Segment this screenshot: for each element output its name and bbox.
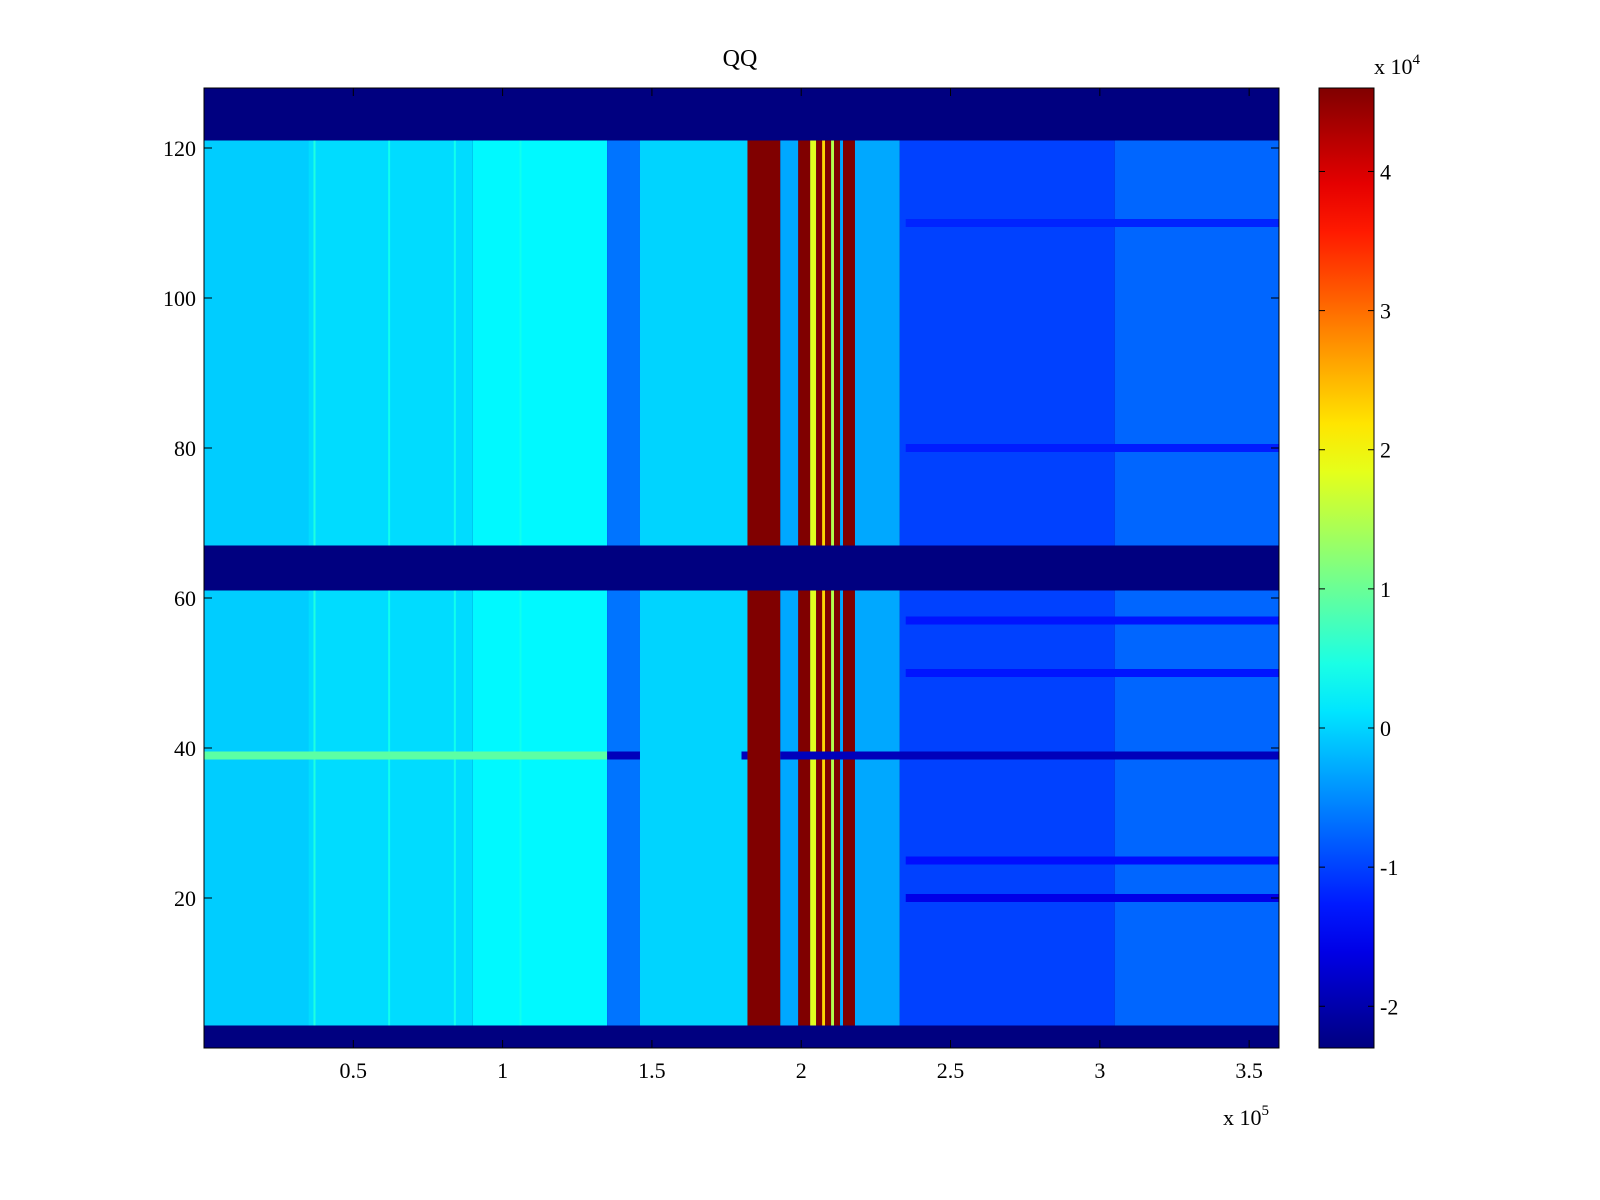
y-tick-label: 80 [174, 436, 196, 461]
colorbar-tick-label: 2 [1380, 438, 1391, 463]
heatmap-cell [899, 140, 1115, 546]
colorbar-multiplier-base: x 10 [1374, 54, 1413, 79]
heatmap-cell [747, 590, 781, 1026]
heatmap-cell [834, 140, 841, 546]
heatmap-cell [308, 590, 473, 1026]
y-tick-label: 40 [174, 736, 196, 761]
y-tick-label: 120 [163, 136, 196, 161]
heatmap-row-streak [741, 751, 748, 760]
heatmap-row-streak [607, 751, 640, 760]
heatmap-row-streak [780, 751, 1279, 760]
plot-area [203, 87, 1280, 1049]
heatmap-cell [204, 590, 309, 1026]
heatmap-row-streak [905, 444, 1279, 452]
heatmap-cell [831, 140, 835, 546]
colorbar-tick-label: -2 [1380, 994, 1398, 1019]
heatmap-column-line [519, 140, 522, 546]
colorbar-ticks: -2 -1 0 1 2 3 4 [1319, 159, 1398, 1019]
heatmap-cell [472, 140, 608, 546]
heatmap-cell [798, 140, 811, 546]
x-axis-multiplier-exponent: 5 [1262, 1103, 1270, 1119]
heatmap-cell [780, 140, 799, 546]
y-tick-label: 100 [163, 286, 196, 311]
y-axis: 20 40 60 80 100 120 [163, 136, 1279, 911]
heatmap-cell [854, 140, 900, 546]
heatmap-cell [843, 590, 855, 1026]
heatmap-cell [607, 140, 640, 546]
heatmap-cell [816, 590, 823, 1026]
heatmap-cell [639, 140, 748, 546]
heatmap-row-streak [905, 219, 1279, 227]
x-tick-label: 1 [497, 1058, 508, 1083]
heatmap-cell [843, 140, 855, 546]
heatmap-row-streak [905, 616, 1279, 625]
heatmap-cell [780, 590, 799, 1026]
x-axis-multiplier-base: x 10 [1223, 1105, 1262, 1130]
colorbar-tick-label: 4 [1380, 159, 1391, 184]
chart-title: QQ [723, 46, 758, 72]
heatmap-cell [834, 590, 841, 1026]
heatmap-cell [639, 590, 748, 1026]
heatmap-cell [308, 140, 473, 546]
heatmap-cell [472, 590, 608, 1026]
heatmap-column-line [313, 590, 316, 1026]
heatmap-cell [840, 590, 844, 1026]
colorbar-multiplier: x 104 [1374, 52, 1421, 79]
colorbar-multiplier-exponent: 4 [1413, 52, 1421, 68]
heatmap-cell [831, 590, 835, 1026]
y-tick-label: 60 [174, 586, 196, 611]
plot-frame [203, 87, 1280, 1049]
heatmap-column-line [313, 140, 316, 546]
heatmap-row-streak [905, 856, 1279, 865]
heatmap-row-streak [905, 894, 1279, 902]
x-tick-label: 1.5 [638, 1058, 666, 1083]
heatmap-cell [899, 590, 1115, 1026]
colorbar-tick-label: 0 [1380, 716, 1391, 741]
heatmap-cell [747, 140, 781, 546]
heatmap-column-line [388, 140, 391, 546]
heatmap-cell [816, 140, 823, 546]
colorbar-tick-label: -1 [1380, 855, 1398, 880]
heatmap-column-line [388, 590, 391, 1026]
heatmap-row-streak [905, 669, 1279, 677]
heatmap-cell [825, 140, 832, 546]
x-axis-multiplier: x 105 [1223, 1103, 1269, 1130]
heatmap-cell [204, 140, 309, 546]
heatmap-cell [810, 140, 817, 546]
heatmap-cell [607, 590, 640, 1026]
heatmap-cell [840, 140, 844, 546]
heatmap-cell [810, 590, 817, 1026]
colorbar-tick-label: 3 [1380, 299, 1391, 324]
heatmap-cell [1114, 590, 1279, 1026]
y-tick-label: 20 [174, 886, 196, 911]
heatmap-row-streak [204, 751, 608, 760]
heatmap-cell [854, 590, 900, 1026]
colorbar-tick-label: 1 [1380, 577, 1391, 602]
heatmap-column-line [453, 140, 456, 546]
x-axis: 0.5 1 1.5 2 2.5 3 3.5 [340, 88, 1263, 1083]
heatmap-cell [825, 590, 832, 1026]
heatmap-column-line [519, 590, 522, 1026]
x-tick-label: 2.5 [937, 1058, 965, 1083]
heatmap-cell [822, 140, 826, 546]
heatmap-cell [798, 590, 811, 1026]
x-tick-label: 2 [796, 1058, 807, 1083]
colorbar-gradient [1318, 87, 1375, 1049]
heatmap-cell [822, 590, 826, 1026]
x-tick-label: 3.5 [1235, 1058, 1263, 1083]
heatmap-cell [1114, 140, 1279, 546]
x-tick-label: 3 [1094, 1058, 1105, 1083]
heatmap-column-line [453, 590, 456, 1026]
heatmap-cells [204, 140, 1279, 1026]
x-tick-label: 0.5 [340, 1058, 368, 1083]
